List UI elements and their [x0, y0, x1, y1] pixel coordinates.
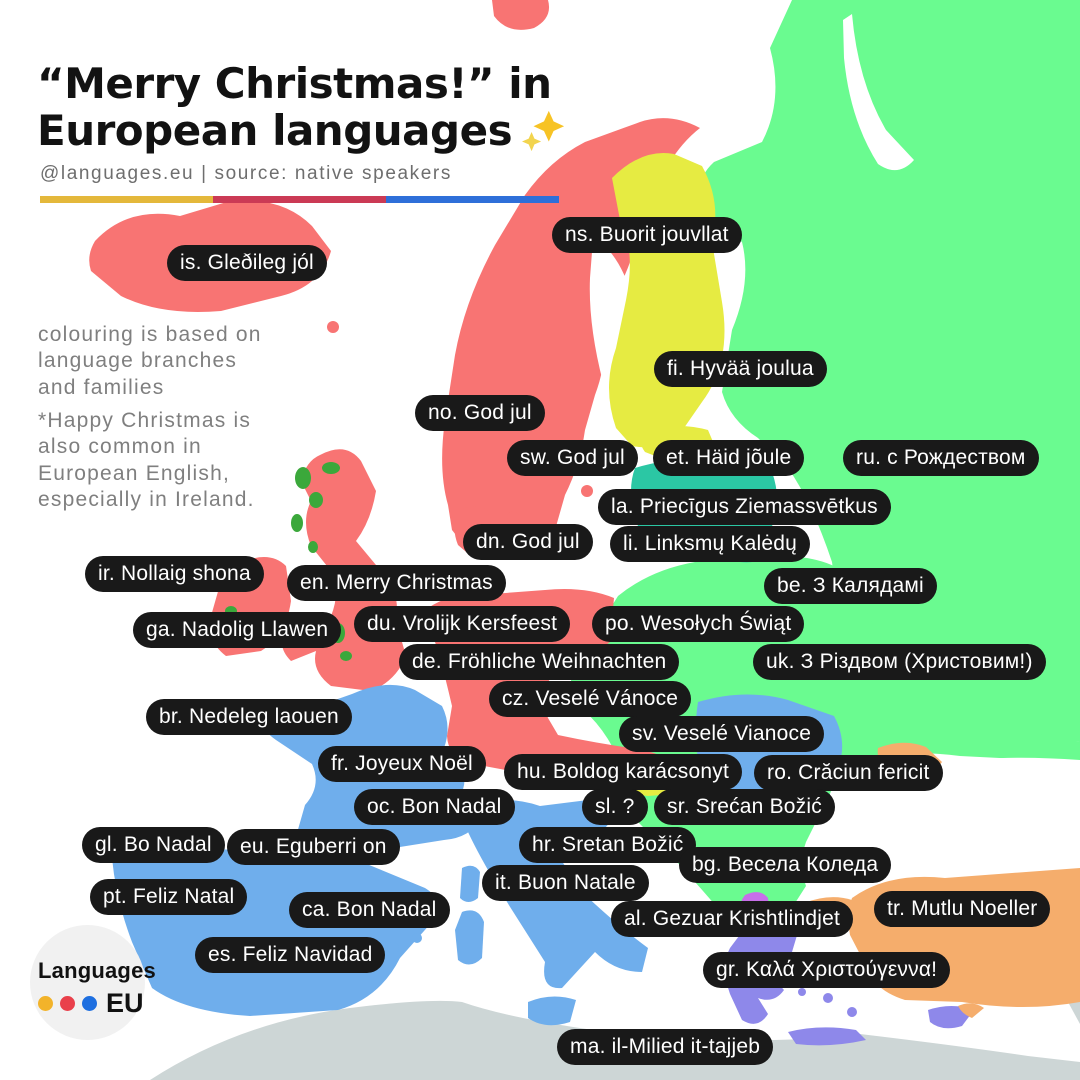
- map-label-po: po. Wesołych Świąt: [592, 606, 805, 642]
- logo-wordmark: Languages: [38, 958, 156, 983]
- region-danish-isles-2: [507, 511, 519, 523]
- page-title: “Merry Christmas!” in European languages: [37, 60, 566, 154]
- map-label-sw: sw. God jul: [507, 440, 638, 476]
- map-label-no: no. God jul: [415, 395, 545, 431]
- map-label-eu: eu. Eguberri on: [227, 829, 400, 865]
- map-label-de: de. Fröhliche Weihnachten: [399, 644, 680, 680]
- map-label-hu: hu. Boldog karácsonyt: [504, 754, 742, 790]
- map-label-br: br. Nedeleg laouen: [146, 699, 352, 735]
- divider-segment-yellow: [40, 196, 213, 203]
- region-corsica: [460, 865, 480, 902]
- region-russia: [698, 0, 1080, 765]
- region-balearic-2: [412, 933, 422, 943]
- divider-segment-blue: [386, 196, 559, 203]
- map-label-fi: fi. Hyvää joulua: [654, 351, 827, 387]
- map-label-ga: ga. Nadolig Llawen: [133, 612, 342, 648]
- region-cyprus-north: [958, 1003, 984, 1018]
- map-label-li: li. Linksmų Kalėdų: [610, 526, 811, 562]
- region-svalbard: [492, 0, 550, 30]
- title-line-1: “Merry Christmas!” in: [37, 59, 552, 108]
- logo-background-circle: [30, 925, 145, 1040]
- region-aegean-island-4: [823, 993, 833, 1003]
- region-sicily: [528, 996, 576, 1026]
- map-label-sl: sl. ?: [582, 789, 648, 825]
- map-label-oc: oc. Bon Nadal: [354, 789, 515, 825]
- map-label-ca: ca. Bon Nadal: [289, 892, 450, 928]
- logo-dot-yellow: [38, 996, 53, 1011]
- note-happy-christmas: *Happy Christmas is also common in Europ…: [38, 409, 255, 511]
- map-label-gl: gl. Bo Nadal: [82, 827, 225, 863]
- region-celtic-highlands: [322, 462, 340, 474]
- logo-row: EU: [38, 990, 144, 1017]
- map-label-ru: ru. с Рождеством: [843, 440, 1039, 476]
- map-label-ma: ma. il-Milied it-tajjeb: [557, 1029, 774, 1065]
- region-celtic-scotland-2: [309, 492, 323, 508]
- sea-white-sea: [843, 14, 914, 171]
- region-aegean-island-3: [798, 988, 806, 996]
- map-label-dn: dn. God jul: [463, 524, 593, 560]
- map-label-bg: bg. Весела Коледа: [679, 847, 892, 883]
- logo-dot-red: [60, 996, 75, 1011]
- map-label-is: is. Gleðileg jól: [167, 245, 327, 281]
- map-label-du: du. Vrolijk Kersfeest: [354, 606, 571, 642]
- map-label-gr: gr. Καλά Χριστούγεννα!: [703, 952, 951, 988]
- tricolor-divider: [40, 196, 559, 203]
- map-label-ir: ir. Nollaig shona: [85, 556, 264, 592]
- title-line-2: European languages: [37, 106, 513, 156]
- map-label-fr: fr. Joyeux Noël: [318, 746, 486, 782]
- region-crete: [788, 1027, 866, 1046]
- region-celtic-cornwall: [340, 651, 352, 661]
- region-celtic-scotland-1: [295, 467, 311, 489]
- map-label-la: la. Priecīgus Ziemassvētkus: [598, 489, 891, 525]
- map-label-it: it. Buon Natale: [482, 865, 649, 901]
- map-label-en: en. Merry Christmas: [287, 565, 506, 601]
- divider-segment-red: [213, 196, 386, 203]
- note-colouring: colouring is based on language branches …: [38, 323, 262, 399]
- map-label-ns: ns. Buorit jouvllat: [552, 217, 742, 253]
- region-gotland: [581, 485, 593, 497]
- map-label-es: es. Feliz Navidad: [195, 937, 386, 973]
- map-label-al: al. Gezuar Krishtlindjet: [611, 901, 854, 937]
- byline: @languages.eu | source: native speakers: [40, 163, 452, 184]
- region-faroe: [327, 321, 339, 333]
- map-label-cz: cz. Veselé Vánoce: [489, 681, 692, 717]
- map-label-et: et. Häid jõule: [653, 440, 805, 476]
- map-label-tr: tr. Mutlu Noeller: [874, 891, 1051, 927]
- map-label-be: be. З Калядамі: [764, 568, 937, 604]
- region-rhodes: [847, 1007, 857, 1017]
- map-label-hr: hr. Sretan Božić: [519, 827, 697, 863]
- region-balearic-1: [387, 942, 399, 954]
- map-label-pt: pt. Feliz Natal: [90, 879, 248, 915]
- region-celtic-isle-of-man: [308, 541, 318, 553]
- logo-eu-text: EU: [106, 988, 144, 1018]
- map-label-sv: sv. Veselé Vianoce: [619, 716, 825, 752]
- map-label-ro: ro. Crăciun fericit: [754, 755, 943, 791]
- sparkles-icon: [522, 110, 565, 151]
- logo-dot-blue: [82, 996, 97, 1011]
- map-label-sr: sr. Srećan Božić: [654, 789, 835, 825]
- sea-black-sea: [845, 753, 1080, 909]
- region-celtic-hebrides: [291, 514, 303, 532]
- map-label-uk: uk. З Різдвом (Христовим!): [753, 644, 1046, 680]
- region-sardinia: [455, 910, 484, 965]
